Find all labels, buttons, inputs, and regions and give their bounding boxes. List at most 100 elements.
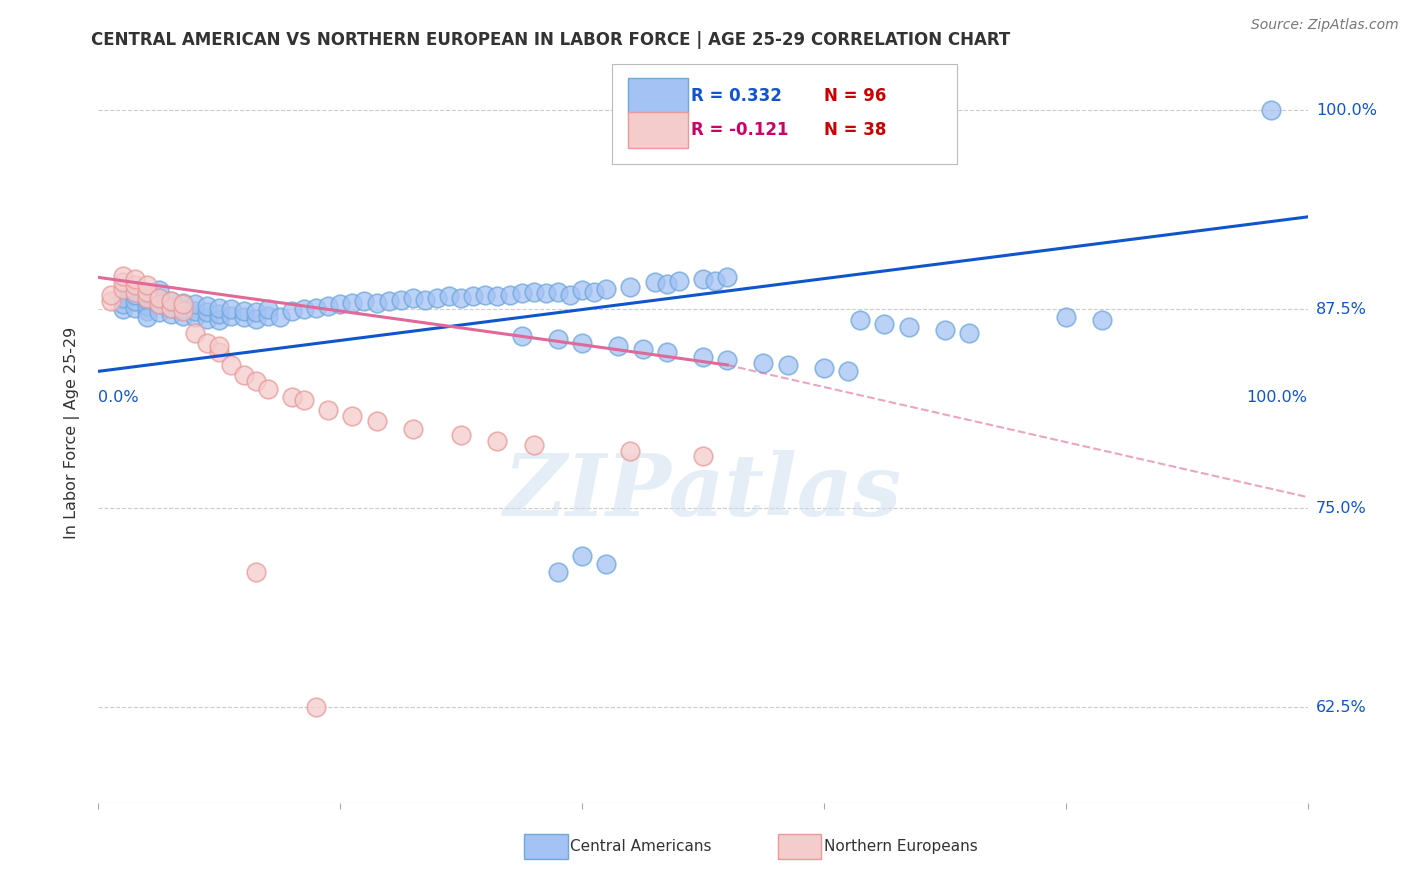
Point — [148, 297, 170, 311]
Point — [195, 299, 218, 313]
Point — [124, 301, 146, 315]
Point — [571, 549, 593, 563]
Point — [692, 272, 714, 286]
Point — [111, 268, 134, 283]
Point — [498, 288, 520, 302]
Point — [100, 288, 122, 302]
Point — [1091, 313, 1114, 327]
Point — [342, 409, 364, 423]
Point — [160, 294, 183, 309]
Text: 0.0%: 0.0% — [98, 391, 139, 406]
Point — [437, 289, 460, 303]
Point — [184, 310, 207, 325]
Point — [1260, 103, 1282, 118]
Point — [486, 289, 509, 303]
Point — [172, 302, 194, 317]
Point — [523, 285, 546, 299]
Point — [281, 390, 304, 404]
Point — [934, 323, 956, 337]
FancyBboxPatch shape — [524, 834, 568, 859]
Point — [269, 310, 291, 325]
Point — [305, 700, 328, 714]
Point — [172, 309, 194, 323]
Point — [523, 437, 546, 451]
Point — [486, 434, 509, 449]
Point — [402, 422, 425, 436]
Text: Central Americans: Central Americans — [569, 839, 711, 854]
Point — [245, 311, 267, 326]
Point — [124, 285, 146, 299]
Point — [692, 350, 714, 364]
Point — [245, 305, 267, 319]
Point — [100, 294, 122, 309]
Point — [195, 311, 218, 326]
Point — [571, 283, 593, 297]
Point — [534, 286, 557, 301]
Point — [692, 449, 714, 463]
Point — [208, 313, 231, 327]
Text: 75.0%: 75.0% — [1316, 500, 1367, 516]
Point — [716, 353, 738, 368]
Point — [849, 313, 872, 327]
Point — [668, 274, 690, 288]
Point — [135, 310, 157, 325]
Point — [135, 278, 157, 293]
Point — [135, 291, 157, 305]
Point — [124, 272, 146, 286]
Point — [208, 339, 231, 353]
Point — [172, 303, 194, 318]
Point — [957, 326, 980, 340]
Point — [245, 565, 267, 579]
Point — [232, 310, 254, 325]
Point — [655, 345, 678, 359]
Point — [619, 444, 641, 458]
FancyBboxPatch shape — [778, 834, 821, 859]
Text: R = -0.121: R = -0.121 — [690, 120, 789, 139]
Point — [353, 294, 375, 309]
Point — [342, 296, 364, 310]
Text: 87.5%: 87.5% — [1316, 301, 1367, 317]
Point — [1054, 310, 1077, 325]
Point — [571, 335, 593, 350]
Point — [135, 299, 157, 313]
Point — [413, 293, 436, 307]
Point — [292, 302, 315, 317]
Point — [813, 361, 835, 376]
Point — [111, 297, 134, 311]
Y-axis label: In Labor Force | Age 25-29: In Labor Force | Age 25-29 — [65, 326, 80, 539]
Point — [704, 274, 727, 288]
Point — [595, 557, 617, 571]
Point — [172, 297, 194, 311]
Text: CENTRAL AMERICAN VS NORTHERN EUROPEAN IN LABOR FORCE | AGE 25-29 CORRELATION CHA: CENTRAL AMERICAN VS NORTHERN EUROPEAN IN… — [91, 31, 1011, 49]
Point — [366, 296, 388, 310]
Text: Source: ZipAtlas.com: Source: ZipAtlas.com — [1251, 18, 1399, 32]
Point — [111, 302, 134, 317]
FancyBboxPatch shape — [613, 64, 957, 164]
Point — [184, 297, 207, 311]
Point — [897, 319, 920, 334]
Point — [232, 368, 254, 382]
Point — [160, 294, 183, 309]
Point — [619, 280, 641, 294]
Point — [160, 301, 183, 315]
Point — [135, 285, 157, 299]
FancyBboxPatch shape — [628, 78, 689, 113]
Point — [208, 307, 231, 321]
Point — [873, 317, 896, 331]
Point — [208, 301, 231, 315]
Point — [221, 309, 243, 323]
Point — [305, 301, 328, 315]
Point — [111, 281, 134, 295]
Point — [292, 392, 315, 407]
FancyBboxPatch shape — [628, 112, 689, 147]
Text: N = 38: N = 38 — [824, 120, 886, 139]
Point — [256, 302, 278, 317]
Point — [135, 286, 157, 301]
Text: 100.0%: 100.0% — [1316, 103, 1376, 118]
Point — [463, 289, 485, 303]
Point — [837, 364, 859, 378]
Point — [329, 297, 352, 311]
Text: N = 96: N = 96 — [824, 87, 886, 104]
Point — [776, 358, 799, 372]
Point — [111, 291, 134, 305]
